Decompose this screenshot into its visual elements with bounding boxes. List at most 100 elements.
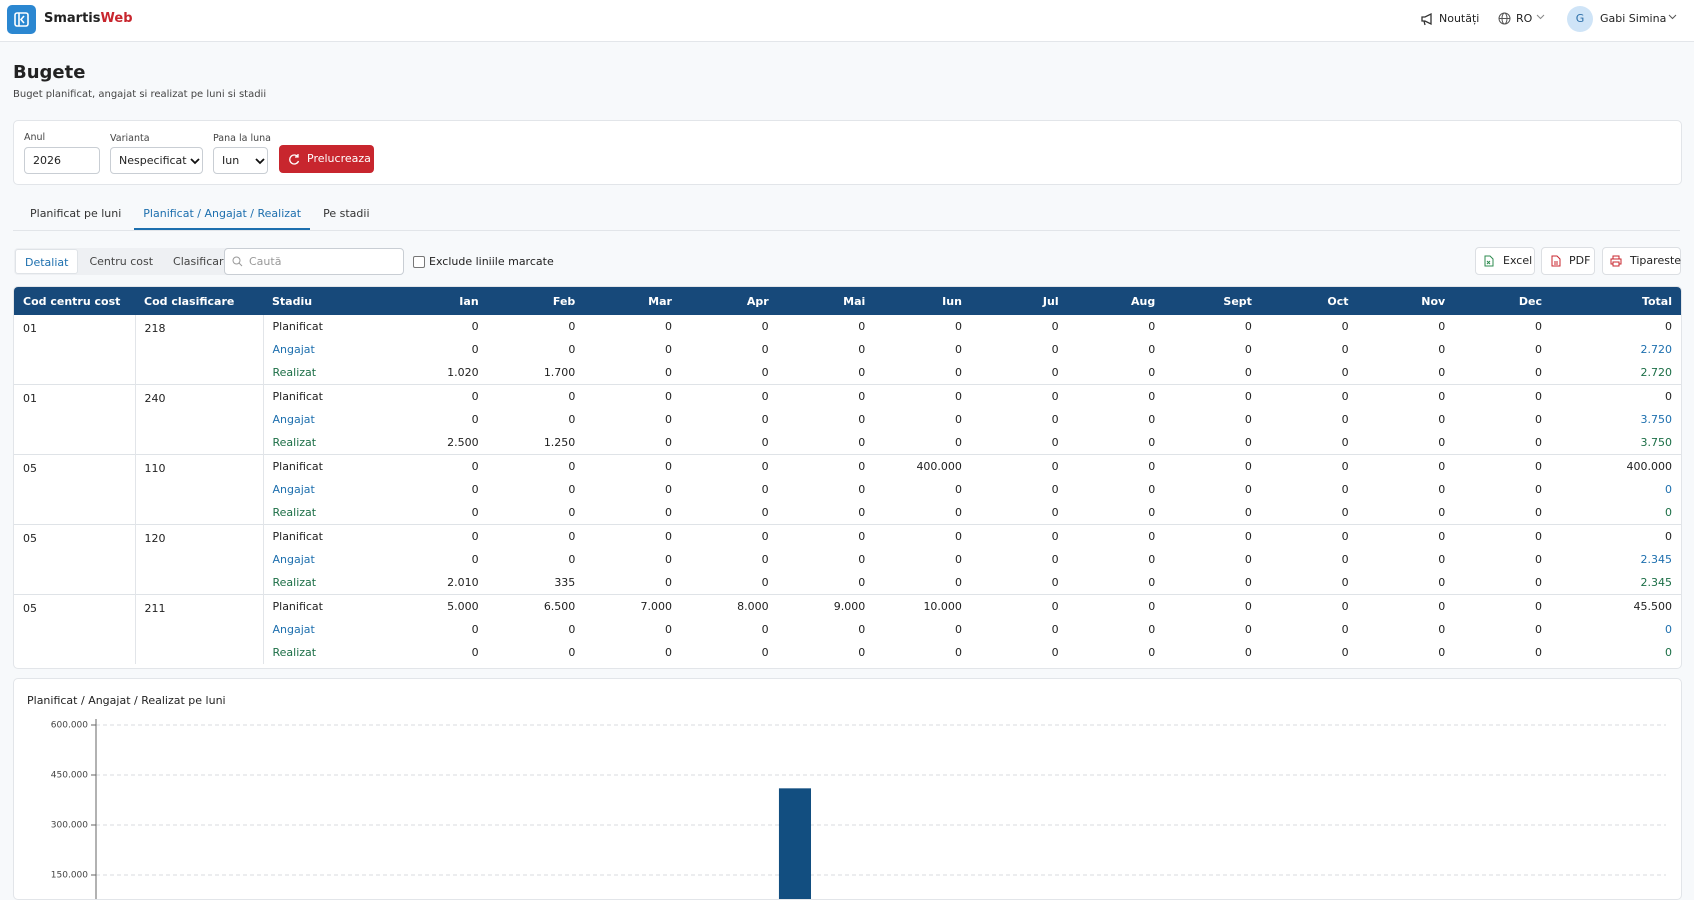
value-cell: 0 xyxy=(1051,576,1059,589)
stage-cell: Angajat xyxy=(272,553,315,566)
value-cell: 0 xyxy=(1357,454,1455,478)
table-row: Angajat 0 0 0 0 0 0 0 0 0 0 0 0 0 xyxy=(14,478,1681,501)
refresh-icon xyxy=(289,154,300,165)
table-row: Realizat 0 0 0 0 0 0 0 0 0 0 0 0 0 xyxy=(14,641,1681,664)
column-header: Oct xyxy=(1260,287,1358,315)
value-cell: 0 xyxy=(664,483,672,496)
value-cell: 0 xyxy=(664,436,672,449)
value-cell: 0 xyxy=(858,553,866,566)
value-cell: 0 xyxy=(1051,320,1059,333)
value-cell: 0 xyxy=(664,413,672,426)
user-name[interactable]: Gabi Simina xyxy=(1600,12,1667,25)
value-cell: 0 xyxy=(970,384,1068,408)
value-cell: 5.000 xyxy=(391,594,488,618)
stage-cell: Realizat xyxy=(272,646,317,659)
value-cell: 0 xyxy=(1164,384,1261,408)
value-cell: 0 xyxy=(1051,506,1059,519)
value-cell: 0 xyxy=(1438,506,1446,519)
value-cell: 400.000 xyxy=(874,454,971,478)
value-cell: 0 xyxy=(1454,594,1551,618)
value-cell: 0 xyxy=(761,506,769,519)
exclude-label[interactable]: Exclude liniile marcate xyxy=(429,255,554,268)
brand-suffix: Web xyxy=(100,11,133,26)
value-cell: 0 xyxy=(1148,366,1156,379)
news-link[interactable]: Noutăți xyxy=(1439,12,1480,25)
tab[interactable]: Planificat pe luni xyxy=(30,207,122,220)
page-subtitle: Buget planificat, angajat si realizat pe… xyxy=(13,89,267,100)
value-cell: 0 xyxy=(1244,483,1252,496)
value-cell: 7.000 xyxy=(584,594,681,618)
table-row: Realizat 2.500 1.250 0 0 0 0 0 0 0 0 0 0 3.750 xyxy=(14,431,1681,455)
chart-card: Planificat / Angajat / Realizat pe luni … xyxy=(13,678,1682,900)
language-select[interactable]: RO xyxy=(1516,12,1533,25)
value-cell: 0 xyxy=(1244,553,1252,566)
value-cell: 0 xyxy=(487,384,585,408)
value-cell: 0 xyxy=(664,576,672,589)
table-row: 05 211 Planificat 5.000 6.500 7.000 8.000 9.000… xyxy=(14,594,1681,664)
value-cell: 0 xyxy=(1665,623,1672,636)
table-row: Realizat 2.010 335 0 0 0 0 0 0 0 0 0 0 2.345 xyxy=(14,571,1681,595)
print-button[interactable]: Tipareste xyxy=(1602,247,1681,275)
value-cell: 0 xyxy=(1051,366,1059,379)
value-cell: 0 xyxy=(1357,524,1455,548)
view-option[interactable]: Clasificare xyxy=(173,255,231,268)
value-cell: 0 xyxy=(858,576,866,589)
value-cell: 0 xyxy=(954,506,962,519)
table-row: 01 240 Planificat 0 0 0 0 0 0 0 0 0 0 0 0 0 xyxy=(14,384,1681,455)
table-row: Angajat 0 0 0 0 0 0 0 0 0 0 0 0 2.345 xyxy=(14,548,1681,571)
value-cell: 3.750 xyxy=(1640,436,1673,449)
view-option[interactable]: Centru cost xyxy=(89,255,154,268)
value-cell: 8.000 xyxy=(680,594,778,618)
value-cell: 0 xyxy=(1438,553,1446,566)
chevron xyxy=(255,158,265,165)
value-cell: 0 xyxy=(761,646,769,659)
megaphone-icon xyxy=(1421,12,1432,26)
value-cell: 0 xyxy=(1051,343,1059,356)
value-cell: 0 xyxy=(664,553,672,566)
value-cell: 0 xyxy=(1438,646,1446,659)
year-input[interactable]: 2026 xyxy=(24,147,100,174)
stage-cell: Planificat xyxy=(263,524,391,548)
value-cell: 0 xyxy=(680,454,778,478)
value-cell: 0 xyxy=(1051,623,1059,636)
column-header: Mai xyxy=(777,287,875,315)
column-header: Ian xyxy=(391,287,488,315)
value-cell: 0 xyxy=(1551,524,1681,548)
value-cell: 0 xyxy=(1067,454,1165,478)
table-row: Realizat 1.020 1.700 0 0 0 0 0 0 0 0 0 0 2.720 xyxy=(14,361,1681,385)
variant-value: Nespecificat xyxy=(119,154,187,167)
search-input[interactable]: Caută xyxy=(224,248,404,275)
value-cell: 9.000 xyxy=(777,594,875,618)
value-cell: 0 xyxy=(391,524,488,548)
stage-cell: Realizat xyxy=(272,576,317,589)
classification-cell: 240 xyxy=(135,384,264,455)
value-cell: 0 xyxy=(1148,646,1156,659)
variant-select[interactable]: Nespecificat xyxy=(110,147,203,174)
value-cell: 0 xyxy=(1341,506,1349,519)
table-header-row: Cod centru cost Cod clasificare Stadiu Ian F… xyxy=(14,287,1681,315)
value-cell: 0 xyxy=(1341,366,1349,379)
value-cell: 0 xyxy=(1051,553,1059,566)
avatar[interactable]: G xyxy=(1567,6,1593,32)
tabs-divider xyxy=(13,230,1680,231)
pdf-button[interactable]: PDF xyxy=(1541,247,1595,275)
column-header: Feb xyxy=(487,287,585,315)
month-select[interactable]: Iun xyxy=(213,147,268,174)
exclude-checkbox[interactable] xyxy=(413,256,425,268)
value-cell: 0 xyxy=(777,454,875,478)
tab[interactable]: Planificat / Angajat / Realizat xyxy=(134,207,311,230)
value-cell: 0 xyxy=(1535,436,1542,449)
process-button[interactable]: Prelucreaza xyxy=(279,145,374,173)
value-cell: 0 xyxy=(1244,646,1252,659)
value-cell: 0 xyxy=(954,646,962,659)
column-header: Mar xyxy=(584,287,681,315)
value-cell: 0 xyxy=(1164,594,1261,618)
view-option[interactable]: Detaliat xyxy=(15,249,79,274)
value-cell: 0 xyxy=(1164,454,1261,478)
value-cell: 0 xyxy=(1148,623,1156,636)
cost-center-cell: 01 xyxy=(14,315,136,385)
tab[interactable]: Pe stadii xyxy=(323,207,370,220)
value-cell: 0 xyxy=(1067,384,1165,408)
logo[interactable] xyxy=(7,5,36,34)
